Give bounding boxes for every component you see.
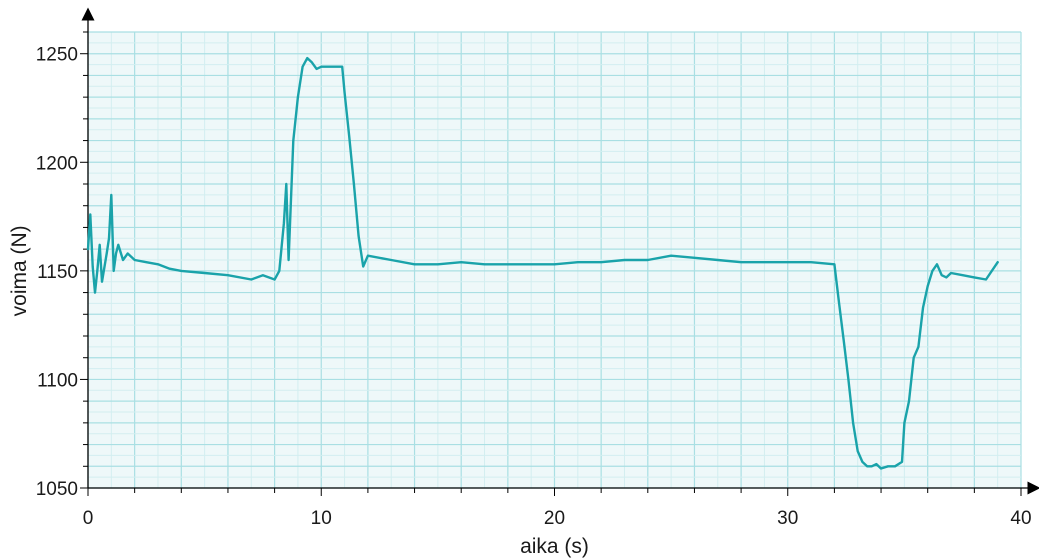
x-tick-label: 0 xyxy=(83,508,94,529)
x-tick-label: 40 xyxy=(1010,508,1031,529)
x-tick-label: 10 xyxy=(311,508,332,529)
y-tick-label: 1050 xyxy=(36,479,78,500)
y-tick-label: 1150 xyxy=(37,262,78,283)
grid-lines xyxy=(87,31,1022,489)
y-tick-label: 1250 xyxy=(36,45,78,66)
x-axis-title: aika (s) xyxy=(520,535,589,558)
x-tick-label: 20 xyxy=(544,508,565,529)
x-tick-label: 30 xyxy=(777,508,798,529)
axes xyxy=(81,7,1039,495)
y-tick-label: 1100 xyxy=(37,370,78,391)
y-tick-label: 1200 xyxy=(36,153,78,174)
tick-marks xyxy=(80,31,1022,496)
tick-labels: 0 10 20 30 40 1050 1100 1150 1200 1250 xyxy=(36,45,1032,529)
y-axis-title: voima (N) xyxy=(8,225,31,316)
series-line-force xyxy=(86,56,999,470)
